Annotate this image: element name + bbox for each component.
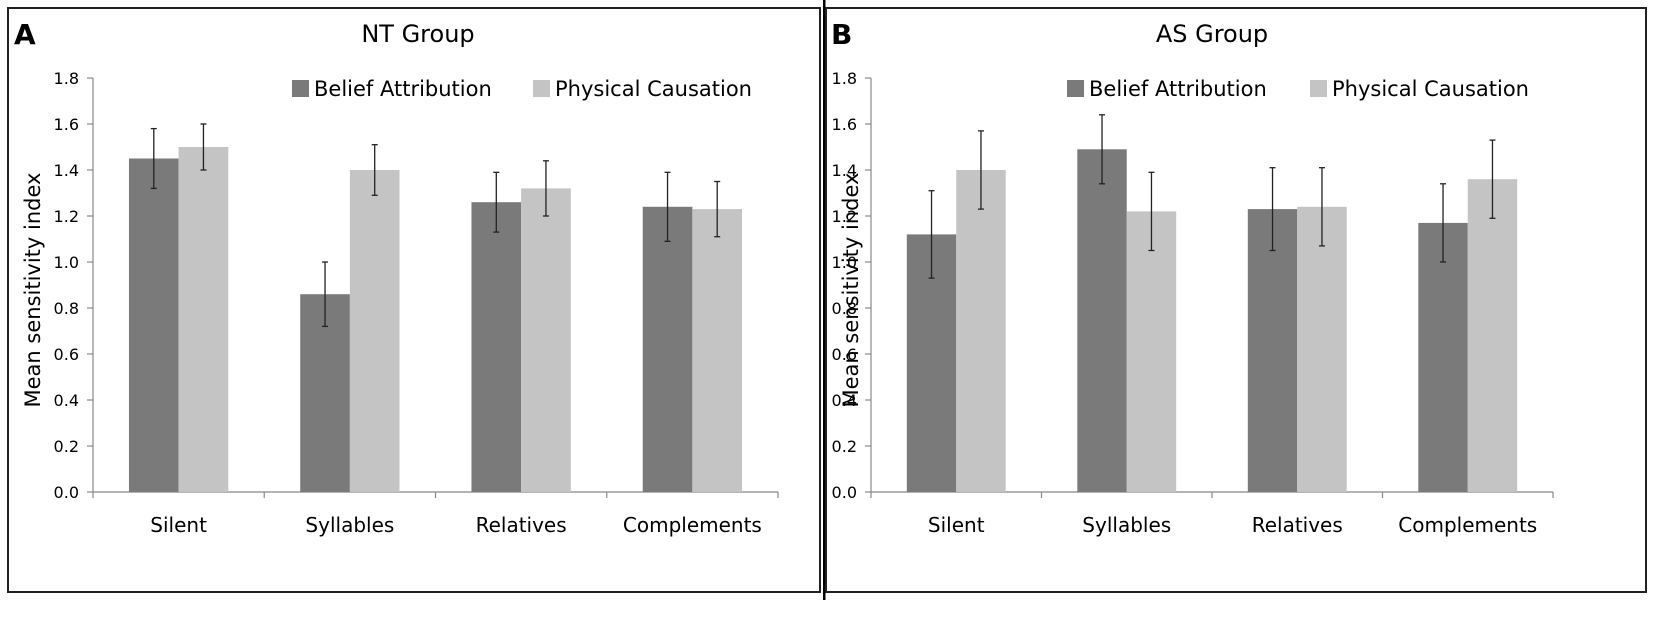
x-category-label: Complements	[623, 513, 762, 537]
bar-physical-causation-relatives	[1297, 206, 1347, 493]
y-tick-label: 0.6	[54, 345, 79, 364]
y-tick-label: 1.2	[54, 207, 79, 226]
y-tick-label: 1.8	[54, 69, 79, 88]
y-tick-label: 1.4	[832, 161, 857, 180]
y-tick-label: 1.6	[832, 115, 857, 134]
bar-physical-causation-syllables	[1126, 211, 1177, 492]
chart-a-plot: 0.0 0.2 0.4 0.6 0.8 1.0 1.2 1.4 1.6 1.8 Silent Syll…	[54, 69, 779, 537]
bar-belief-attribution-relatives	[471, 202, 522, 492]
bar-belief-attribution-syllables	[300, 294, 350, 492]
legend-swatch-belief-attribution	[1067, 80, 1084, 97]
panel-a-frame	[7, 7, 821, 593]
y-tick-label: 1.0	[832, 253, 857, 272]
y-tick-label: 0.0	[832, 483, 857, 502]
bar-belief-attribution-relatives	[1247, 209, 1298, 492]
x-category-label: Syllables	[1082, 513, 1171, 537]
chart-panel-b: B AS Group Mean sensitivity index Belief…	[823, 0, 1654, 634]
y-tick-label: 1.2	[832, 207, 857, 226]
legend-swatch-physical-causation	[533, 80, 550, 97]
y-tick-label: 1.8	[832, 69, 857, 88]
legend-label-belief-attribution: Belief Attribution	[1089, 77, 1267, 101]
y-tick-label: 0.2	[832, 437, 857, 456]
chart-a-legend: Belief Attribution Physical Causation	[292, 77, 752, 101]
chart-a-svg: A NT Group Mean sensitivity index Belief…	[7, 7, 821, 593]
x-category-label: Silent	[928, 513, 985, 537]
x-category-label: Syllables	[305, 513, 394, 537]
y-tick-label: 0.0	[54, 483, 79, 502]
y-tick-label: 1.6	[54, 115, 79, 134]
chart-b-legend: Belief Attribution Physical Causation	[1067, 77, 1529, 101]
bar-physical-causation-relatives	[521, 188, 571, 492]
bar-physical-causation-complements	[692, 209, 743, 492]
bar-physical-causation-silent	[178, 147, 229, 492]
x-category-label: Silent	[150, 513, 207, 537]
bar-belief-attribution-complements	[1418, 222, 1468, 492]
y-tick-label: 1.4	[54, 161, 79, 180]
bar-belief-attribution-syllables	[1077, 149, 1127, 493]
y-tick-label: 0.4	[54, 391, 79, 410]
chart-b-ylabel: Mean sensitivity index	[839, 173, 863, 408]
y-tick-label: 0.8	[54, 299, 79, 318]
bar-belief-attribution-silent	[128, 158, 179, 492]
y-tick-label: 0.2	[54, 437, 79, 456]
chart-b-svg: B AS Group Mean sensitivity index Belief…	[823, 0, 1647, 600]
bar-physical-causation-complements	[1467, 179, 1518, 492]
y-tick-label: 1.0	[54, 253, 79, 272]
legend-swatch-physical-causation	[1310, 80, 1327, 97]
y-tick-label: 0.6	[832, 345, 857, 364]
panel-letter-b: B	[831, 18, 852, 51]
panel-letter-a: A	[14, 18, 36, 51]
legend-label-physical-causation: Physical Causation	[555, 77, 752, 101]
chart-a-title: NT Group	[361, 20, 474, 48]
chart-b-plot: 0.0 0.2 0.4 0.6 0.8 1.0 1.2 1.4 1.6 1.8 Silent Syll…	[832, 69, 1554, 537]
panel-b-frame	[825, 7, 1647, 593]
x-category-label: Relatives	[476, 513, 567, 537]
legend-swatch-belief-attribution	[292, 80, 309, 97]
y-tick-label: 0.8	[832, 299, 857, 318]
bar-belief-attribution-complements	[642, 206, 693, 493]
legend-label-physical-causation: Physical Causation	[1332, 77, 1529, 101]
x-category-label: Complements	[1398, 513, 1537, 537]
bar-physical-causation-silent	[956, 170, 1006, 492]
chart-a-ylabel: Mean sensitivity index	[21, 173, 45, 408]
bar-physical-causation-syllables	[349, 170, 400, 492]
chart-panel-a: A NT Group Mean sensitivity index Belief…	[0, 0, 823, 634]
chart-b-title: AS Group	[1156, 20, 1268, 48]
legend-label-belief-attribution: Belief Attribution	[314, 77, 492, 101]
x-category-label: Relatives	[1252, 513, 1343, 537]
y-tick-label: 0.4	[832, 391, 857, 410]
